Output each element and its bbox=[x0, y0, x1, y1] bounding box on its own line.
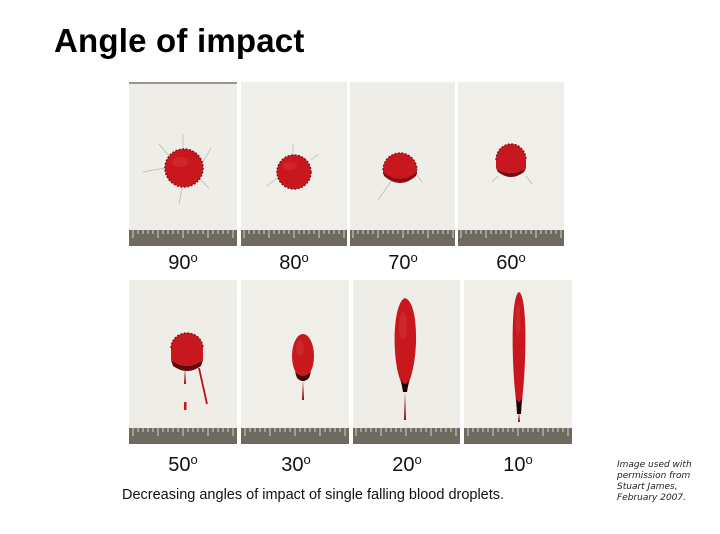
figure-caption: Decreasing angles of impact of single fa… bbox=[122, 487, 505, 503]
angle-label-30: 30o bbox=[281, 452, 311, 476]
credit-line: Stuart James, bbox=[617, 482, 678, 492]
angle-label-70: 70o bbox=[388, 250, 418, 274]
droplet-panel-20 bbox=[353, 280, 460, 444]
credit-line: permission from bbox=[617, 471, 691, 481]
droplet-panel-30 bbox=[241, 280, 349, 444]
angle-label-60: 60o bbox=[496, 250, 526, 274]
angle-label-80: 80o bbox=[279, 250, 309, 274]
credit-line: Image used with bbox=[617, 460, 692, 470]
droplet-panel-90 bbox=[129, 82, 237, 246]
image-credit: Image used with permission from Stuart J… bbox=[617, 460, 715, 504]
angle-label-50: 50o bbox=[168, 452, 198, 476]
droplet-panel-80 bbox=[241, 82, 347, 246]
droplet-panel-60 bbox=[458, 82, 564, 246]
droplet-panel-70 bbox=[350, 82, 455, 246]
angle-label-90: 90o bbox=[168, 250, 198, 274]
droplet-panel-10 bbox=[464, 280, 572, 444]
credit-line: February 2007. bbox=[617, 493, 686, 503]
droplet-panel-50 bbox=[129, 280, 237, 444]
slide-title: Angle of impact bbox=[54, 22, 305, 59]
angle-label-20: 20o bbox=[392, 452, 422, 476]
angle-label-10: 10o bbox=[503, 452, 533, 476]
